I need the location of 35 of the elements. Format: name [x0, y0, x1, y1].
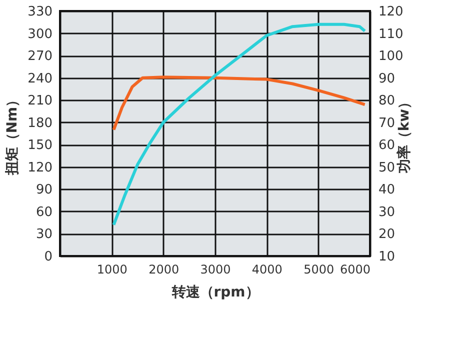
y-tick-label: 60	[36, 204, 52, 220]
x-tick-label: 4000	[252, 262, 282, 276]
y-tick-label: 90	[36, 182, 52, 198]
y-axis-title: 扭矩（Nm）	[4, 92, 21, 176]
y-tick-label: 270	[28, 49, 52, 64]
y2-tick-label: 20	[378, 227, 396, 242]
y-tick-label: 240	[28, 71, 52, 86]
y-tick-label: 120	[28, 160, 52, 176]
y2-tick-label: 90	[378, 71, 396, 86]
x-tick-label: 5000	[304, 262, 334, 276]
y-tick-label: 330	[28, 4, 52, 20]
y2-axis-title: 功率（kw）	[395, 94, 412, 174]
y2-tick-label: 120	[378, 4, 404, 20]
x-tick-label: 2000	[148, 262, 180, 276]
y2-tick-label: 60	[378, 138, 396, 154]
y-tick-label: 210	[28, 94, 52, 109]
y2-tick-label: 100	[378, 49, 404, 64]
y2-tick-label: 80	[378, 94, 396, 109]
x-tick-label: 3000	[200, 262, 231, 276]
y-tick-label: 300	[28, 26, 52, 42]
y2-tick-label: 40	[378, 182, 396, 198]
y-tick-label: 0	[44, 250, 52, 264]
y2-tick-label: 70	[378, 116, 396, 131]
y-tick-label: 30	[36, 227, 52, 242]
y-tick-label: 180	[28, 116, 52, 131]
line-series	[112, 76, 366, 132]
x-tick-label: 6000	[340, 262, 370, 276]
x-axis-title: 转速（rpm）	[170, 284, 260, 300]
x-tick-label: 1000	[96, 262, 128, 276]
y-tick-label: 150	[28, 138, 52, 154]
line-series	[112, 22, 366, 226]
y2-tick-label: 50	[378, 160, 396, 176]
y2-tick-label: 110	[378, 26, 404, 42]
y2-tick-label: 10	[378, 250, 396, 264]
y2-tick-label: 30	[378, 204, 396, 220]
